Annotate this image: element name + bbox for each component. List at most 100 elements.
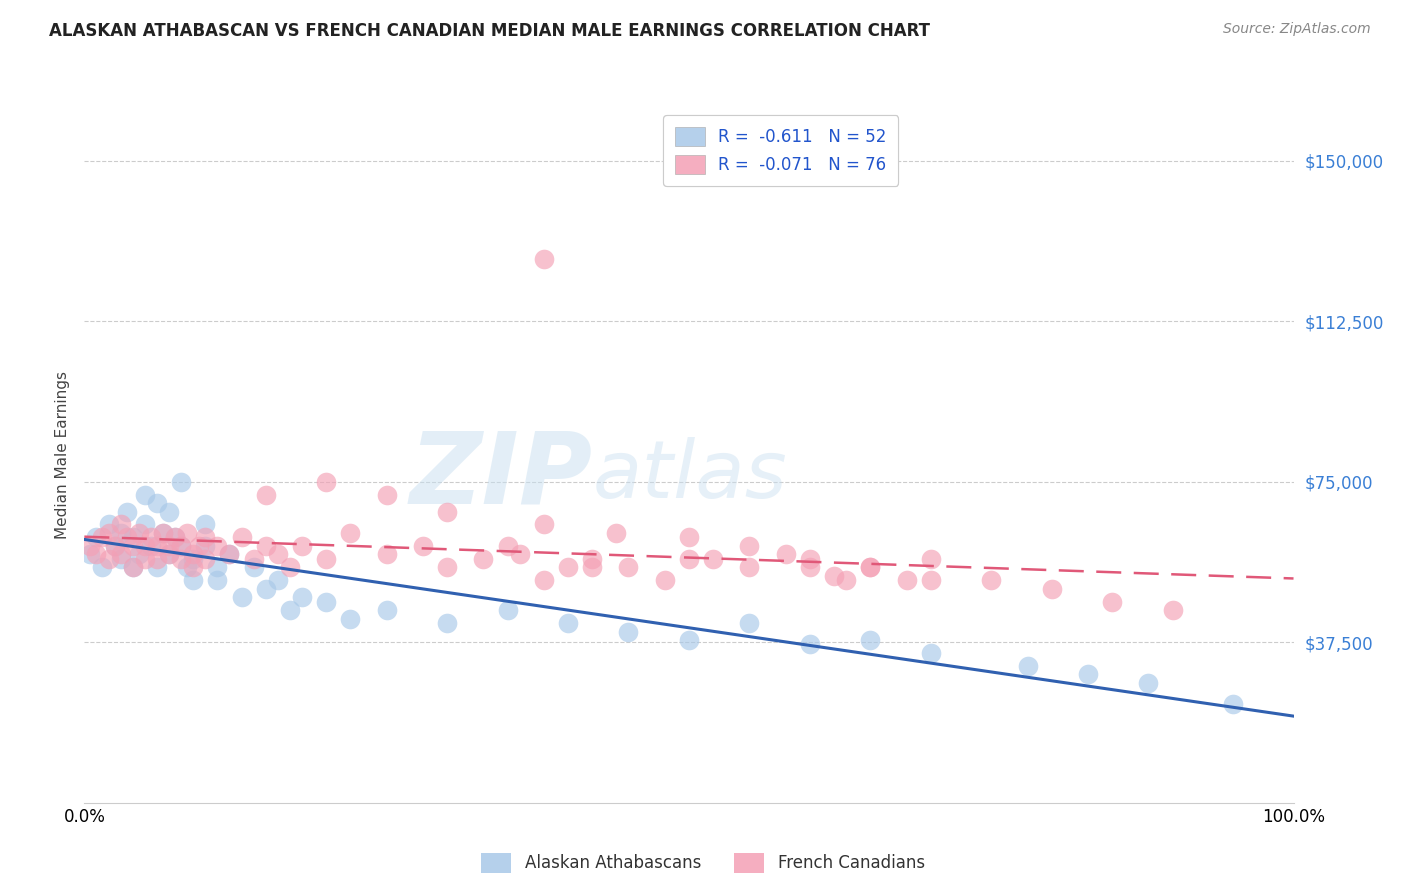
Point [218,548,240,562]
Point [79,539,101,553]
Point [254,539,277,553]
Point [134,517,156,532]
Point [157,539,180,553]
Point [231,530,253,544]
Point [315,475,337,489]
Point [188,539,211,553]
Point [110,517,132,532]
Point [1040,582,1063,596]
Point [738,560,761,574]
Point [859,560,882,574]
Point [181,573,204,587]
Text: ZIP: ZIP [409,427,592,524]
Point [896,573,918,587]
Point [146,539,169,553]
Point [170,551,193,566]
Point [163,530,186,544]
Point [509,548,531,562]
Point [207,573,229,587]
Point [291,539,314,553]
Point [242,560,264,574]
Point [339,612,361,626]
Point [472,551,495,566]
Point [315,551,337,566]
Point [835,573,858,587]
Point [617,624,640,639]
Point [128,526,150,541]
Point [775,548,797,562]
Point [799,551,821,566]
Point [218,548,240,562]
Point [254,487,277,501]
Point [134,487,156,501]
Point [146,560,169,574]
Point [375,603,398,617]
Point [1077,667,1099,681]
Point [920,573,942,587]
Point [134,551,156,566]
Point [152,526,174,541]
Point [533,252,555,266]
Point [181,551,204,566]
Point [91,530,114,544]
Point [738,539,761,553]
Point [412,539,434,553]
Point [134,539,156,553]
Legend: R =  -0.611   N = 52, R =  -0.071   N = 76: R = -0.611 N = 52, R = -0.071 N = 76 [664,115,898,186]
Point [115,505,138,519]
Point [654,573,676,587]
Point [533,517,555,532]
Point [436,560,458,574]
Point [1101,594,1123,608]
Point [121,560,143,574]
Point [1222,698,1244,712]
Point [86,530,108,544]
Point [678,551,700,566]
Point [231,591,253,605]
Point [920,646,942,660]
Point [339,526,361,541]
Point [163,530,186,544]
Point [291,591,314,605]
Point [170,539,193,553]
Point [121,530,143,544]
Point [799,560,821,574]
Point [97,526,120,541]
Point [496,603,519,617]
Point [97,517,120,532]
Point [557,560,579,574]
Point [97,551,120,566]
Point [139,539,162,553]
Point [194,517,217,532]
Point [557,615,579,630]
Point [859,633,882,648]
Point [859,560,882,574]
Point [110,551,132,566]
Point [1137,676,1160,690]
Point [128,548,150,562]
Point [146,496,169,510]
Point [181,560,204,574]
Point [207,560,229,574]
Point [267,573,290,587]
Point [678,530,700,544]
Legend: Alaskan Athabascans, French Canadians: Alaskan Athabascans, French Canadians [475,847,931,880]
Point [79,548,101,562]
Point [267,548,290,562]
Point [375,487,398,501]
Point [157,548,180,562]
Point [799,637,821,651]
Point [176,526,198,541]
Point [194,539,217,553]
Point [1161,603,1184,617]
Point [315,594,337,608]
Point [194,551,217,566]
Point [181,548,204,562]
Y-axis label: Median Male Earnings: Median Male Earnings [55,371,70,539]
Point [207,539,229,553]
Point [110,526,132,541]
Text: ALASKAN ATHABASCAN VS FRENCH CANADIAN MEDIAN MALE EARNINGS CORRELATION CHART: ALASKAN ATHABASCAN VS FRENCH CANADIAN ME… [49,22,931,40]
Point [496,539,519,553]
Point [170,539,193,553]
Point [617,560,640,574]
